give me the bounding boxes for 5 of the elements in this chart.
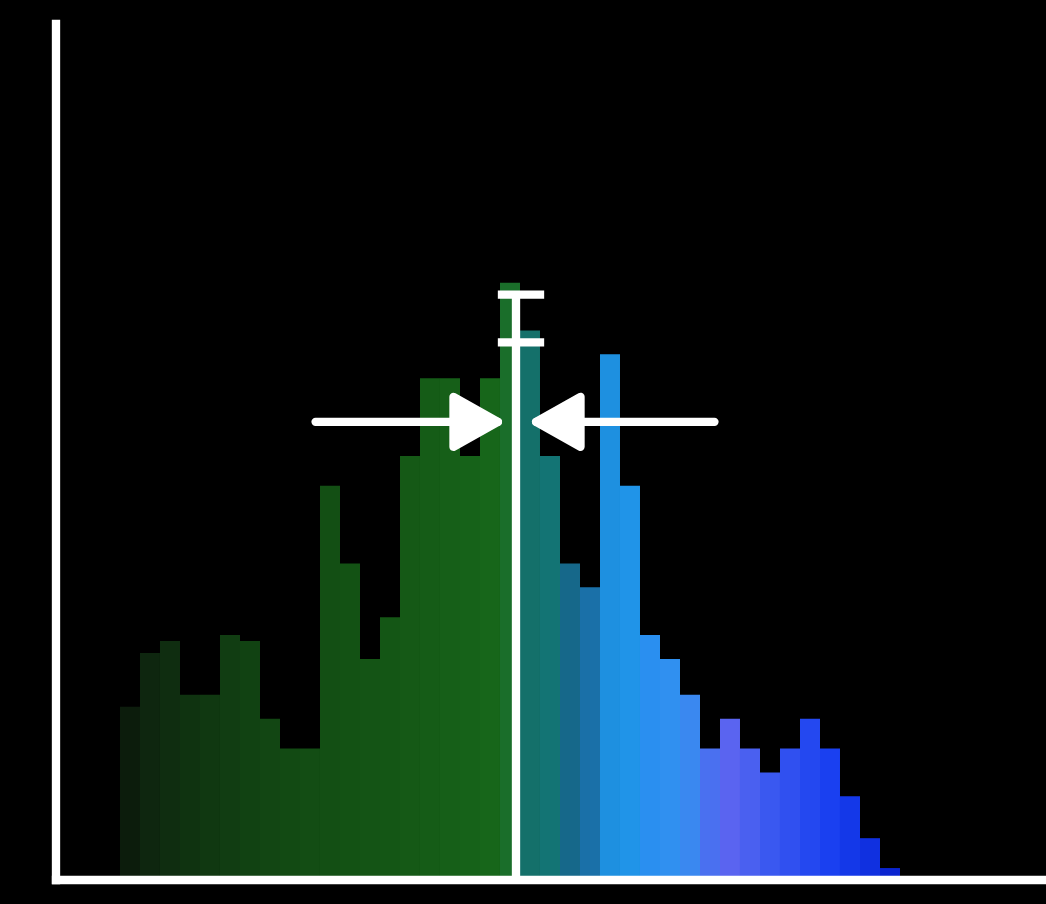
bar [740, 748, 760, 880]
bar [580, 587, 600, 880]
bar [560, 563, 580, 880]
bar [700, 748, 720, 880]
bar [720, 718, 740, 880]
